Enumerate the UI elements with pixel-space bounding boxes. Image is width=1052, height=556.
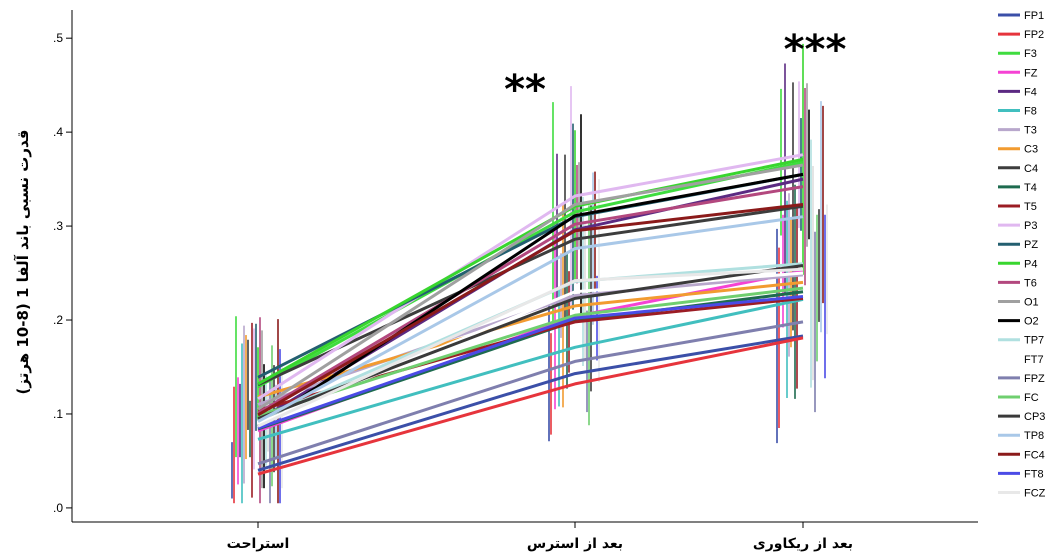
- legend-label: T6: [1024, 277, 1037, 289]
- legend-label: P3: [1024, 220, 1037, 232]
- series-line-t3: [257, 273, 804, 407]
- legend-label: FCZ: [1024, 488, 1046, 500]
- series-line-p4: [257, 157, 804, 386]
- y-tick-label: .5: [53, 31, 63, 45]
- legend-label: P4: [1024, 258, 1037, 270]
- legend-label: FPZ: [1024, 373, 1045, 385]
- y-ticks: .0 .1 .2 .3 .4 .5: [53, 31, 72, 515]
- series-line-f8: [257, 297, 804, 441]
- y-tick-label: .2: [53, 313, 63, 327]
- legend: FP1 FP2 F3 FZ F4 F8 T3 C3 C4 T4 T5 P3 PZ P4 T6 O1 O2 TP7 F…: [998, 10, 1046, 500]
- legend-label: FT7: [1024, 354, 1044, 366]
- series-line-fpz: [257, 320, 804, 466]
- series-line-p3: [257, 153, 804, 401]
- series-line-fc4: [257, 203, 804, 417]
- series-lines: [257, 153, 804, 476]
- series-line-c3: [257, 280, 804, 399]
- legend-label: T4: [1024, 182, 1037, 194]
- x-tick-label: بعد از ریکاوری: [753, 536, 853, 552]
- series-line-o2: [257, 172, 804, 428]
- y-axis-label: قدرت نسبی باند آلفا 1 (8-10 هرتز): [14, 130, 32, 395]
- legend-label: F4: [1024, 86, 1037, 98]
- legend-label: FC: [1024, 392, 1039, 404]
- legend-label: FP1: [1024, 10, 1044, 22]
- legend-label: TP8: [1024, 430, 1044, 442]
- y-tick-label: .4: [53, 125, 63, 139]
- series-line-fp1: [257, 334, 804, 472]
- significance-annotations: *****: [504, 27, 846, 113]
- y-tick-label: .1: [53, 407, 63, 421]
- legend-label: T3: [1024, 125, 1037, 137]
- series-line-t6: [257, 185, 804, 415]
- series-line-tp8: [257, 215, 804, 423]
- legend-label: O2: [1024, 316, 1039, 328]
- legend-label: C4: [1024, 163, 1038, 175]
- legend-label: FP2: [1024, 29, 1044, 41]
- y-tick-label: .0: [53, 501, 63, 515]
- significance-marker: **: [504, 67, 546, 113]
- x-ticks: استراحت بعد از استرس بعد از ریکاوری: [227, 522, 853, 552]
- significance-marker: ***: [784, 27, 847, 73]
- y-tick-label: .3: [53, 219, 63, 233]
- series-line-fp2: [257, 336, 804, 476]
- series-line-c4: [257, 204, 804, 387]
- legend-label: FC4: [1024, 449, 1045, 461]
- legend-label: C3: [1024, 144, 1038, 156]
- series-line-o1: [257, 163, 804, 411]
- legend-label: PZ: [1024, 239, 1038, 251]
- legend-label: O1: [1024, 297, 1039, 309]
- x-tick-label: بعد از استرس: [527, 536, 623, 552]
- series-line-fc: [257, 286, 804, 418]
- series-line-fz: [257, 269, 804, 433]
- legend-label: T5: [1024, 201, 1037, 213]
- series-line-fcz: [257, 267, 804, 428]
- legend-label: FT8: [1024, 468, 1044, 480]
- legend-label: TP7: [1024, 335, 1044, 347]
- x-tick-label: استراحت: [227, 536, 290, 552]
- legend-label: CP3: [1024, 411, 1045, 423]
- series-line-ft8: [257, 295, 804, 430]
- legend-label: F8: [1024, 106, 1037, 118]
- legend-label: FZ: [1024, 67, 1038, 79]
- legend-label: F3: [1024, 48, 1037, 60]
